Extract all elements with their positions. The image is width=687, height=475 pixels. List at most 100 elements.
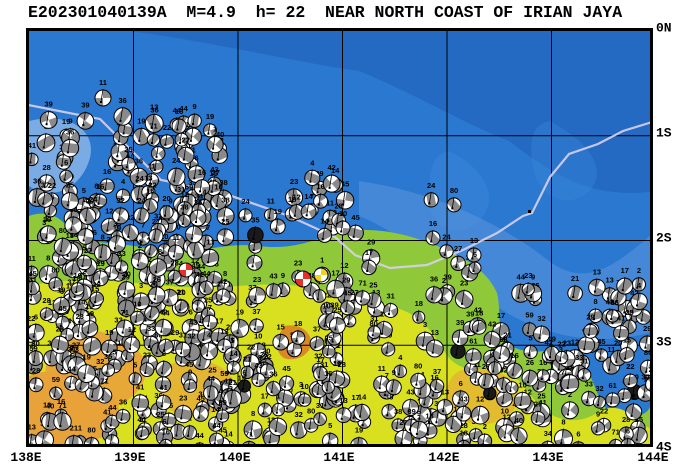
svg-text:22: 22 xyxy=(558,339,566,348)
svg-text:29: 29 xyxy=(586,312,594,321)
svg-text:25: 25 xyxy=(625,308,633,317)
svg-text:71: 71 xyxy=(612,427,620,436)
svg-text:45: 45 xyxy=(29,269,37,278)
svg-text:18: 18 xyxy=(460,428,468,437)
svg-text:28: 28 xyxy=(56,324,64,333)
svg-text:34: 34 xyxy=(544,429,553,438)
svg-text:16: 16 xyxy=(103,167,111,176)
svg-text:23: 23 xyxy=(290,177,298,186)
svg-text:80: 80 xyxy=(414,361,422,370)
svg-text:24: 24 xyxy=(137,196,146,205)
svg-text:20: 20 xyxy=(122,270,130,279)
svg-text:6: 6 xyxy=(459,379,463,388)
svg-text:2: 2 xyxy=(632,392,636,401)
svg-text:35: 35 xyxy=(194,198,202,207)
svg-text:16: 16 xyxy=(198,168,206,177)
svg-text:6: 6 xyxy=(576,430,580,439)
svg-text:6: 6 xyxy=(611,298,615,307)
svg-text:37: 37 xyxy=(313,325,321,334)
svg-text:41: 41 xyxy=(29,141,36,150)
svg-text:25: 25 xyxy=(369,281,377,290)
svg-text:5: 5 xyxy=(113,347,117,356)
svg-text:12: 12 xyxy=(340,261,348,270)
svg-text:23: 23 xyxy=(143,351,151,360)
svg-text:42: 42 xyxy=(219,277,227,286)
svg-text:17: 17 xyxy=(497,311,505,320)
svg-text:18: 18 xyxy=(475,308,483,317)
svg-text:24: 24 xyxy=(135,174,144,183)
svg-text:1: 1 xyxy=(227,280,231,289)
svg-text:45: 45 xyxy=(282,364,290,373)
svg-text:9: 9 xyxy=(193,102,197,111)
svg-text:44: 44 xyxy=(207,374,216,383)
svg-text:44: 44 xyxy=(67,365,76,374)
svg-text:14: 14 xyxy=(320,216,329,225)
svg-text:25: 25 xyxy=(333,306,341,315)
svg-text:9: 9 xyxy=(596,410,600,419)
svg-text:19: 19 xyxy=(236,308,244,317)
svg-text:32: 32 xyxy=(187,332,195,341)
svg-text:80: 80 xyxy=(450,186,458,195)
svg-text:31: 31 xyxy=(387,291,395,300)
svg-text:41: 41 xyxy=(159,383,167,392)
svg-text:39: 39 xyxy=(81,101,89,110)
svg-text:14: 14 xyxy=(77,298,86,307)
svg-text:2: 2 xyxy=(442,276,446,285)
svg-text:37: 37 xyxy=(252,307,260,316)
svg-text:15: 15 xyxy=(324,369,332,378)
svg-text:27: 27 xyxy=(454,244,462,253)
svg-text:5: 5 xyxy=(133,361,137,370)
svg-text:8: 8 xyxy=(69,344,73,353)
svg-text:16: 16 xyxy=(74,271,82,280)
svg-text:8: 8 xyxy=(162,349,166,358)
svg-text:3: 3 xyxy=(423,320,427,329)
svg-text:9: 9 xyxy=(392,368,396,377)
svg-text:36: 36 xyxy=(430,275,438,284)
svg-text:71: 71 xyxy=(121,308,129,317)
svg-text:16: 16 xyxy=(96,182,104,191)
svg-text:6: 6 xyxy=(162,417,166,426)
svg-text:17: 17 xyxy=(621,266,629,275)
svg-text:25: 25 xyxy=(221,217,229,226)
svg-text:22: 22 xyxy=(182,135,190,144)
svg-text:13: 13 xyxy=(29,423,36,432)
svg-text:24: 24 xyxy=(442,233,451,242)
svg-text:43: 43 xyxy=(406,388,414,397)
svg-text:13: 13 xyxy=(431,328,439,337)
svg-text:31: 31 xyxy=(316,401,324,410)
svg-text:33: 33 xyxy=(117,249,125,258)
svg-text:9: 9 xyxy=(68,117,72,126)
svg-text:14: 14 xyxy=(358,392,367,401)
svg-text:39: 39 xyxy=(456,318,464,327)
svg-text:45: 45 xyxy=(83,196,91,205)
svg-text:23: 23 xyxy=(294,259,302,268)
svg-text:41: 41 xyxy=(617,314,625,323)
svg-text:44: 44 xyxy=(212,421,221,430)
svg-text:2: 2 xyxy=(568,390,572,399)
svg-text:32: 32 xyxy=(295,410,303,419)
svg-text:20: 20 xyxy=(162,194,170,203)
svg-text:36: 36 xyxy=(66,128,74,137)
svg-text:71: 71 xyxy=(58,401,66,410)
svg-text:43: 43 xyxy=(459,394,467,403)
svg-text:31: 31 xyxy=(179,330,187,339)
svg-text:18: 18 xyxy=(415,299,423,308)
svg-text:71: 71 xyxy=(100,376,108,385)
svg-text:23: 23 xyxy=(253,275,261,284)
svg-text:11: 11 xyxy=(172,233,180,242)
svg-text:40: 40 xyxy=(46,402,54,411)
svg-text:36: 36 xyxy=(135,156,143,165)
svg-text:12: 12 xyxy=(476,394,484,403)
svg-text:1: 1 xyxy=(78,424,82,433)
svg-text:15: 15 xyxy=(277,322,285,331)
svg-text:26: 26 xyxy=(153,275,161,284)
svg-text:16: 16 xyxy=(429,219,437,228)
svg-text:80: 80 xyxy=(51,265,59,274)
svg-text:19: 19 xyxy=(105,328,113,337)
svg-text:5: 5 xyxy=(82,186,86,195)
svg-text:29: 29 xyxy=(367,238,375,247)
svg-text:28: 28 xyxy=(42,296,50,305)
svg-text:80: 80 xyxy=(31,339,39,348)
svg-text:9: 9 xyxy=(417,409,421,418)
svg-text:13: 13 xyxy=(425,411,433,420)
